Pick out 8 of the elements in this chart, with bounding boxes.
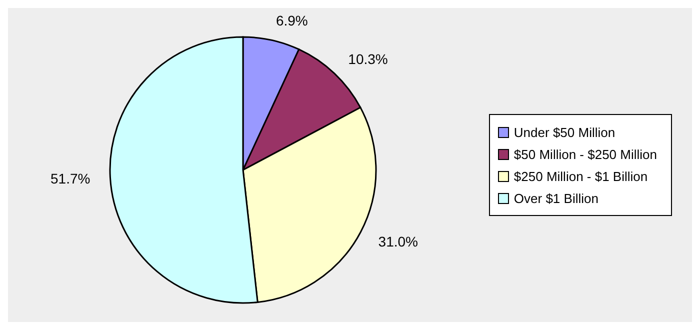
data-label: 51.7% [50, 170, 90, 186]
legend-label: Under $50 Million [514, 124, 616, 140]
data-label: 6.9% [276, 12, 308, 29]
data-label: 10.3% [348, 50, 388, 67]
legend-label: Over $1 Billion [514, 190, 598, 206]
legend-label: $250 Million - $1 Billion [514, 168, 648, 184]
legend-label: $50 Million - $250 Million [514, 146, 657, 162]
data-label: 31.0% [378, 233, 418, 250]
